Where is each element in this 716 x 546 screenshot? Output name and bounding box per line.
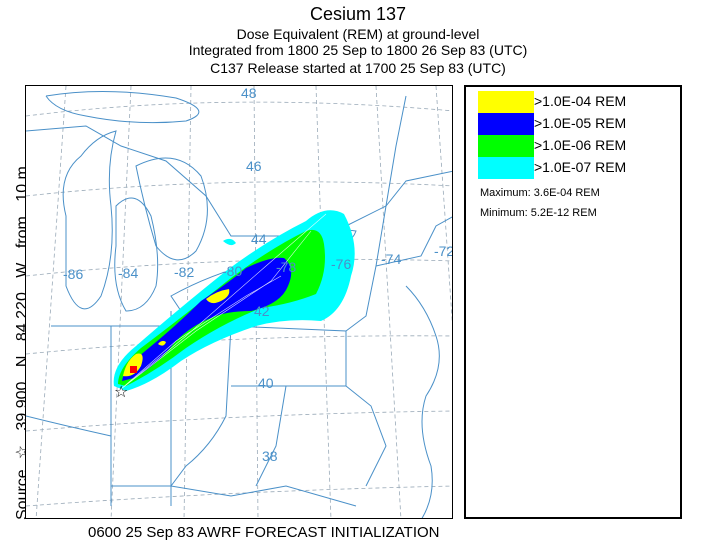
lon-label-82: -82 — [174, 264, 194, 280]
trajectory-line — [120, 230, 312, 390]
trajectory-line — [120, 275, 282, 390]
latitude-labels: 48 46 44 42 40 38 — [241, 86, 278, 464]
minimum-value: Minimum: 5.2E-12 REM — [480, 207, 597, 219]
lat-label-46: 46 — [246, 158, 262, 174]
state-line — [26, 415, 112, 437]
legend-swatch-yellow — [478, 91, 534, 113]
us-canada-border — [26, 125, 452, 237]
plume-contour-1e-04-small — [158, 340, 166, 346]
lon-label-78: -78 — [276, 259, 296, 275]
state-line — [255, 385, 287, 487]
plume-contour-cyan-patch — [223, 238, 236, 246]
chart-subtitle-integration: Integrated from 1800 25 Sep to 1800 26 S… — [188, 42, 528, 58]
state-line — [385, 95, 407, 207]
lat-label-40: 40 — [258, 375, 274, 391]
legend-label: >1.0E-06 REM — [534, 137, 627, 153]
lake-huron-outline — [135, 157, 208, 261]
trajectory-lines — [120, 213, 327, 390]
chart-subtitle-release: C137 Release started at 1700 25 Sep 83 (… — [210, 60, 506, 76]
grid-line — [375, 86, 402, 518]
lat-label-44: 44 — [251, 231, 267, 247]
grid-line — [26, 410, 452, 432]
legend-label: >1.0E-07 REM — [534, 159, 627, 175]
lat-label-48: 48 — [241, 86, 257, 101]
lon-label-80: -80 — [222, 263, 242, 279]
legend-item: >1.0E-06 REM — [478, 135, 678, 157]
plume-contour-1e-04-main — [123, 353, 143, 377]
michigan-lower-peninsula — [114, 197, 159, 312]
legend-swatch-green — [478, 135, 534, 157]
lake-superior-outline — [45, 90, 200, 124]
lat-label-42: 42 — [254, 303, 270, 319]
plume-max-cell — [130, 366, 137, 373]
lon-label-72: -72 — [434, 243, 453, 259]
state-line — [230, 325, 347, 386]
longitude-labels: -86 -84 -82 -80 -78 -76 -74 -72 — [63, 243, 453, 282]
grid-line — [26, 335, 452, 355]
map-panel: ☆ 48 46 44 42 40 38 -86 -84 -82 -80 -78 … — [25, 85, 453, 519]
lat-label-38: 38 — [262, 448, 278, 464]
legend-swatch-blue — [478, 113, 534, 135]
chart-title: Cesium 137 — [309, 4, 407, 24]
source-star-marker: ☆ — [114, 382, 128, 401]
state-line — [345, 205, 387, 332]
legend-label: >1.0E-04 REM — [534, 93, 627, 109]
grid-line — [110, 86, 132, 518]
grid-line — [435, 86, 452, 324]
legend-item: >1.0E-04 REM — [478, 91, 678, 113]
state-line — [111, 485, 357, 507]
lake-michigan-outline — [62, 130, 117, 310]
legend-item: >1.0E-07 REM — [478, 157, 678, 179]
forecast-initialization-label: 0600 25 Sep 83 AWRF FORECAST INITIALIZAT… — [88, 524, 440, 541]
trajectory-line — [120, 213, 327, 390]
maximum-value: Maximum: 3.6E-04 REM — [480, 187, 600, 199]
grid-line — [26, 181, 452, 197]
state-line — [375, 216, 452, 267]
legend-panel: >1.0E-04 REM >1.0E-05 REM >1.0E-06 REM >… — [464, 85, 682, 519]
legend-item: >1.0E-05 REM — [478, 113, 678, 135]
chart-subtitle-quantity: Dose Equivalent (REM) at ground-level — [236, 26, 480, 42]
state-line — [345, 385, 387, 487]
lon-label-84: -84 — [118, 265, 138, 281]
lon-label-74: -74 — [381, 251, 401, 267]
plume-contour-1e-05 — [122, 257, 292, 381]
grid-line — [35, 86, 67, 518]
lon-label-86: -86 — [63, 266, 83, 282]
coastline — [405, 285, 440, 518]
grid-line — [26, 101, 452, 117]
legend-swatch-cyan — [478, 157, 534, 179]
grid-line — [26, 485, 452, 507]
legend-label: >1.0E-05 REM — [534, 115, 627, 131]
dispersion-map: ☆ 48 46 44 42 40 38 -86 -84 -82 -80 -78 … — [26, 86, 453, 518]
plume-contour-1e-04-mid — [206, 289, 230, 304]
lon-label-76: -76 — [331, 256, 351, 272]
state-line — [170, 325, 232, 487]
